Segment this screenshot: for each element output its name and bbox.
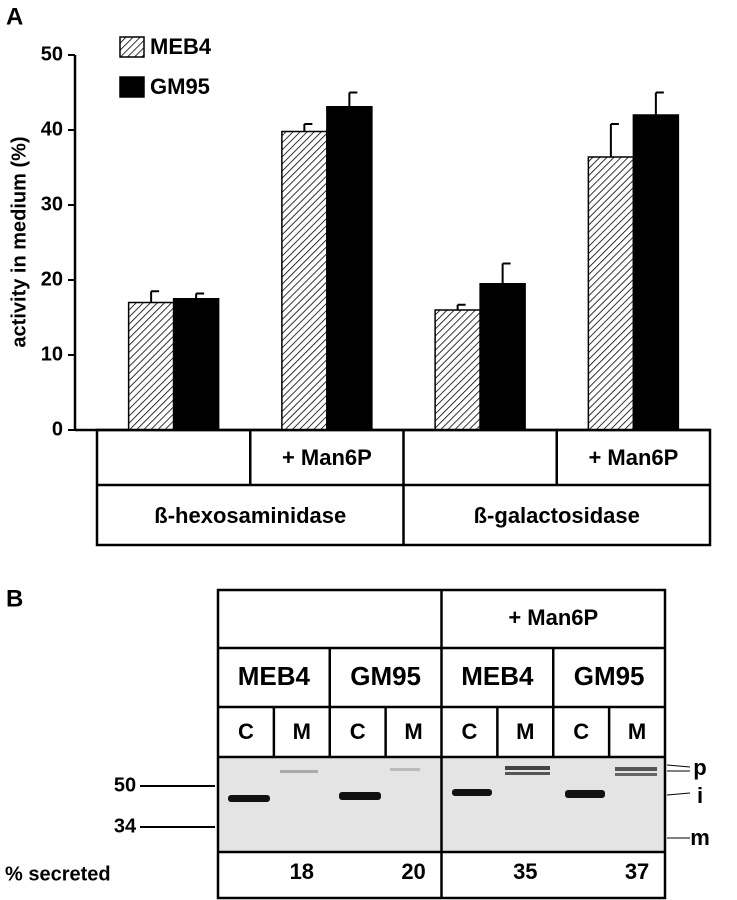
bar <box>281 130 328 431</box>
y-tick-label: 30 <box>41 193 63 215</box>
fraction-label: M <box>628 719 646 744</box>
bar <box>326 106 373 431</box>
cell-line-label: MEB4 <box>238 661 311 691</box>
fraction-label: C <box>350 719 366 744</box>
band-pointer <box>666 764 691 768</box>
percent-secreted: 20 <box>401 859 425 884</box>
band-label: m <box>690 825 710 850</box>
y-tick-label: 10 <box>41 343 63 365</box>
y-axis-title: activity in medium (%) <box>8 136 30 347</box>
category-label: + Man6P <box>282 445 372 470</box>
legend-swatch <box>119 76 145 98</box>
y-tick-label: 40 <box>41 118 63 140</box>
fraction-label: M <box>516 719 534 744</box>
fraction-label: C <box>238 719 254 744</box>
legend-label: MEB4 <box>150 34 212 59</box>
band-pointer <box>666 792 691 796</box>
treatment-label: + Man6P <box>508 605 598 630</box>
band-label: p <box>693 755 706 780</box>
category-label: + Man6P <box>588 445 678 470</box>
y-tick-label: 20 <box>41 268 63 290</box>
fraction-label: C <box>461 719 477 744</box>
y-tick-label: 0 <box>52 418 63 440</box>
panel-label: B <box>6 585 23 612</box>
percent-secreted: 18 <box>290 859 314 884</box>
group-label: ß-galactosidase <box>474 503 640 528</box>
marker-label: 50 <box>114 774 136 796</box>
bar <box>172 298 220 431</box>
y-tick-label: 50 <box>41 43 63 65</box>
cell-line-label: MEB4 <box>461 661 534 691</box>
fraction-label: M <box>404 719 422 744</box>
group-label: ß-hexosaminidase <box>154 503 346 528</box>
percent-secreted: 37 <box>625 859 649 884</box>
bar <box>632 114 680 431</box>
percent-secreted: 35 <box>513 859 537 884</box>
legend-label: GM95 <box>150 74 210 99</box>
marker-label: 34 <box>114 815 137 837</box>
cell-line-label: GM95 <box>350 661 421 691</box>
bar <box>479 283 526 431</box>
legend-swatch <box>119 36 145 58</box>
panel-label: A <box>6 3 23 30</box>
bar <box>127 301 175 431</box>
bar <box>587 156 635 431</box>
row-label: % secreted <box>5 863 111 885</box>
fraction-label: M <box>293 719 311 744</box>
bar <box>434 309 481 431</box>
band-label: i <box>697 783 703 808</box>
fraction-label: C <box>573 719 589 744</box>
cell-line-label: GM95 <box>574 661 645 691</box>
